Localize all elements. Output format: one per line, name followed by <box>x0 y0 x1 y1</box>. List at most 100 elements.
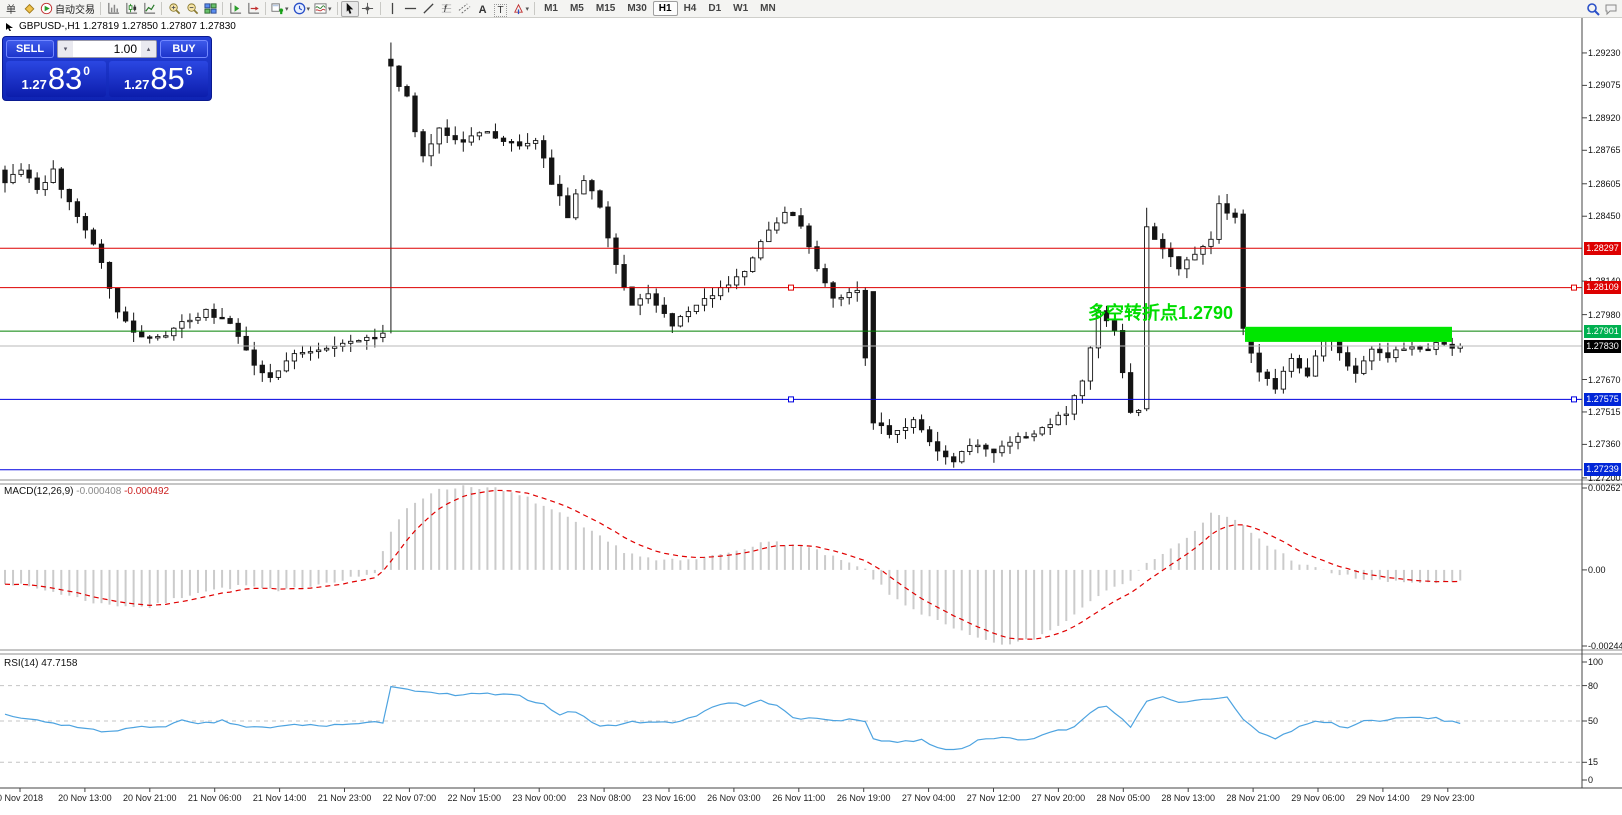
tile-windows-button[interactable] <box>201 1 219 17</box>
timeframe-d1[interactable]: D1 <box>702 1 727 16</box>
price-tick: 1.27360 <box>1588 439 1621 450</box>
toolbar: 单 自动交易 ▾ ▾ ▾ f A T ▾ M1 M5 M15 M30 H1 H4 D1 W1 MN <box>0 0 1622 18</box>
price-tick: 1.28920 <box>1588 112 1621 123</box>
horizontal-line-icon <box>404 2 417 15</box>
line-handle[interactable] <box>1571 396 1577 403</box>
price-tick: 1.27670 <box>1588 374 1621 385</box>
chat-icon <box>1604 2 1618 16</box>
autotrading-label: 自动交易 <box>55 5 95 16</box>
text-label-button[interactable]: T <box>492 1 510 17</box>
toolbar-separator <box>265 2 266 15</box>
candles <box>2 42 1463 468</box>
search-icon <box>1586 2 1600 16</box>
autotrading-icon <box>40 2 53 15</box>
sell-button[interactable]: SELL <box>6 40 54 58</box>
cursor-button[interactable] <box>340 0 359 17</box>
indicators-dropdown-caret[interactable]: ▾ <box>285 5 289 13</box>
toolbar-separator <box>161 2 162 15</box>
rsi-indicator-label: RSI(14) 47.7158 <box>4 658 78 669</box>
vertical-line-button[interactable] <box>384 1 402 17</box>
arrows-button[interactable]: ▾ <box>510 1 532 17</box>
price-badge-1.28109: 1.28109 <box>1584 281 1621 295</box>
arrows-dropdown-caret[interactable]: ▾ <box>525 5 530 13</box>
new-order-button[interactable] <box>20 1 38 17</box>
toolbar-separator <box>534 2 536 15</box>
buy-price-display[interactable]: 1.27 85 6 <box>108 61 208 97</box>
timeframe-mn[interactable]: MN <box>754 1 782 16</box>
text-icon: A <box>478 3 487 16</box>
volume-decrease-button[interactable]: ▾ <box>58 41 73 57</box>
price-badge-1.27830: 1.27830 <box>1584 339 1621 353</box>
candlestick-chart-icon <box>125 2 138 15</box>
macd-signal-line <box>4 489 1461 640</box>
line-handle[interactable] <box>788 284 794 291</box>
fibonacci-icon: f <box>440 2 453 15</box>
periods-icon <box>293 2 306 15</box>
timeframe-m5[interactable]: M5 <box>564 1 590 16</box>
horizontal-line-button[interactable] <box>402 1 420 17</box>
line-handle[interactable] <box>1571 284 1577 291</box>
templates-button[interactable]: ▾ <box>312 1 334 17</box>
macd-tick: 0.00 <box>1588 564 1606 575</box>
search-button[interactable] <box>1584 1 1602 17</box>
timeframe-h1[interactable]: H1 <box>652 1 678 16</box>
menu-button[interactable]: 单 <box>2 1 20 17</box>
volume-increase-button[interactable]: ▴ <box>141 41 156 57</box>
periods-button[interactable]: ▾ <box>291 1 313 17</box>
sell-price-display[interactable]: 1.27 83 0 <box>6 61 106 97</box>
templates-icon <box>314 2 327 15</box>
timeframe-m15[interactable]: M15 <box>590 1 621 16</box>
volume-input[interactable] <box>73 41 141 57</box>
periods-dropdown-caret[interactable]: ▾ <box>306 5 311 13</box>
timeframe-m30[interactable]: M30 <box>621 1 652 16</box>
zoom-in-button[interactable] <box>165 1 183 17</box>
price-badge-1.27575: 1.27575 <box>1584 392 1621 406</box>
rsi-tick: 80 <box>1588 680 1599 691</box>
price-tick: 1.29075 <box>1588 80 1621 91</box>
time-tick-label: 21 Nov 06:00 <box>187 793 242 803</box>
line-handle[interactable] <box>788 396 794 403</box>
timeframe-w1[interactable]: W1 <box>727 1 754 16</box>
autotrading-button[interactable]: 自动交易 <box>38 1 97 17</box>
sell-price-big: 83 <box>47 61 83 96</box>
time-tick-label: 27 Nov 20:00 <box>1031 793 1086 803</box>
vertical-line-icon <box>386 2 399 15</box>
equidistant-channel-icon <box>458 2 471 15</box>
chat-button[interactable] <box>1602 1 1620 17</box>
macd-tick: -0.00244 <box>1588 641 1622 651</box>
price-chart-canvas[interactable] <box>0 18 1622 815</box>
tile-windows-icon <box>203 2 217 15</box>
price-tick: 1.28450 <box>1588 211 1621 222</box>
time-tick-label: 23 Nov 16:00 <box>642 793 696 803</box>
trend-line-button[interactable] <box>420 1 438 17</box>
fibonacci-button[interactable]: f <box>438 1 456 17</box>
zoom-out-button[interactable] <box>183 1 201 17</box>
timeframe-h4[interactable]: H4 <box>678 1 703 16</box>
time-tick-label: 21 Nov 23:00 <box>317 793 372 803</box>
text-button[interactable]: A <box>474 1 492 17</box>
buy-price-big: 85 <box>150 61 185 96</box>
sell-price-sup: 0 <box>83 64 90 78</box>
equidistant-channel-button[interactable] <box>456 1 474 17</box>
cursor-icon <box>343 2 356 15</box>
buy-price-sup: 6 <box>185 64 193 78</box>
time-tick-label: 28 Nov 21:00 <box>1226 793 1280 803</box>
rsi-tick: 100 <box>1588 657 1604 667</box>
indicators-button[interactable]: ▾ <box>269 1 291 17</box>
time-tick-label: 23 Nov 08:00 <box>577 793 631 803</box>
zoom-in-icon <box>168 2 181 15</box>
crosshair-button[interactable] <box>359 1 377 17</box>
buy-button[interactable]: BUY <box>160 40 208 58</box>
templates-dropdown-caret[interactable]: ▾ <box>328 5 332 13</box>
rsi-tick: 15 <box>1588 757 1599 768</box>
timeframe-m1[interactable]: M1 <box>538 1 564 16</box>
candlestick-chart-button[interactable] <box>122 1 140 17</box>
line-chart-button[interactable] <box>140 1 158 17</box>
price-tick: 1.27515 <box>1588 406 1621 417</box>
price-badge-1.28297: 1.28297 <box>1584 241 1621 255</box>
chart-shift-button[interactable] <box>244 1 262 17</box>
auto-scroll-button[interactable] <box>226 1 244 17</box>
bar-chart-button[interactable] <box>104 1 122 17</box>
time-tick-label: 29 Nov 06:00 <box>1291 793 1345 803</box>
